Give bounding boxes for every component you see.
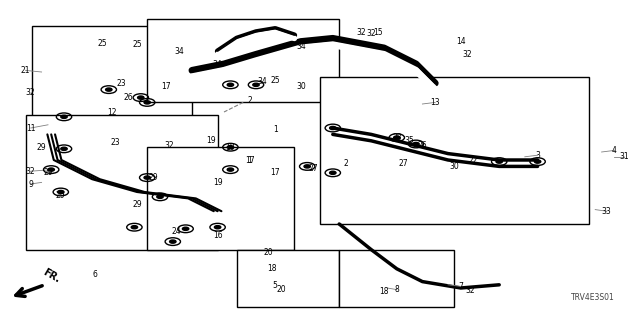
Circle shape: [182, 227, 189, 230]
Circle shape: [157, 195, 163, 198]
Text: 13: 13: [430, 98, 440, 107]
Circle shape: [131, 226, 138, 229]
Text: 20: 20: [264, 248, 274, 257]
Circle shape: [227, 168, 234, 171]
Text: 26: 26: [417, 141, 428, 150]
Circle shape: [106, 88, 112, 91]
Text: 27: 27: [398, 159, 408, 168]
Circle shape: [330, 171, 336, 174]
Text: 7: 7: [458, 282, 463, 291]
Circle shape: [496, 160, 502, 163]
Circle shape: [214, 226, 221, 229]
Circle shape: [394, 136, 400, 139]
Text: FR.: FR.: [42, 267, 62, 285]
Text: 35: 35: [404, 136, 415, 145]
Text: 1: 1: [247, 156, 252, 164]
Text: 19: 19: [206, 136, 216, 145]
Circle shape: [534, 160, 541, 163]
Bar: [339, 250, 454, 307]
Text: 14: 14: [456, 37, 466, 46]
Text: 17: 17: [244, 156, 255, 164]
Text: 34: 34: [174, 47, 184, 56]
Text: 31: 31: [619, 152, 629, 161]
Circle shape: [330, 126, 336, 130]
Text: 17: 17: [161, 82, 172, 91]
Text: 5: 5: [273, 281, 278, 290]
Text: 32: 32: [462, 50, 472, 59]
Text: 29: 29: [43, 168, 53, 177]
Text: 27: 27: [308, 164, 319, 172]
Text: 29: 29: [36, 143, 47, 152]
Text: 34: 34: [296, 42, 306, 51]
Text: 10: 10: [225, 143, 236, 152]
Circle shape: [138, 96, 144, 99]
Text: 1: 1: [273, 125, 278, 134]
Text: 20: 20: [276, 285, 287, 294]
Circle shape: [413, 142, 419, 146]
Text: 24: 24: [171, 228, 181, 236]
Text: 29: 29: [56, 191, 66, 200]
Text: 26: 26: [123, 93, 133, 102]
Text: 12: 12: [108, 108, 116, 116]
Bar: [147, 19, 339, 102]
Text: 3: 3: [535, 151, 540, 160]
Circle shape: [61, 115, 67, 118]
Circle shape: [61, 147, 67, 150]
Text: 25: 25: [132, 40, 143, 49]
Text: 23: 23: [116, 79, 127, 88]
Text: 28: 28: [392, 133, 401, 142]
Bar: [32, 26, 192, 122]
Text: 25: 25: [270, 76, 280, 84]
Text: 32: 32: [366, 29, 376, 38]
Circle shape: [227, 146, 234, 149]
Circle shape: [58, 190, 64, 194]
Circle shape: [170, 240, 176, 243]
Text: 32: 32: [164, 141, 175, 150]
Circle shape: [144, 176, 150, 179]
Circle shape: [48, 168, 54, 171]
Text: 22: 22: [469, 156, 478, 164]
Text: 32: 32: [356, 28, 367, 36]
Text: 25: 25: [97, 39, 108, 48]
Text: 30: 30: [296, 82, 306, 91]
Text: 23: 23: [110, 138, 120, 147]
Circle shape: [144, 101, 150, 104]
Text: 29: 29: [148, 173, 159, 182]
Text: 16: 16: [212, 231, 223, 240]
Text: 32: 32: [25, 88, 35, 97]
Text: TRV4E3S01: TRV4E3S01: [571, 293, 614, 302]
Text: 34: 34: [257, 77, 268, 86]
Circle shape: [253, 83, 259, 86]
Text: 8: 8: [394, 285, 399, 294]
Text: 6: 6: [92, 270, 97, 279]
Text: 34: 34: [212, 60, 223, 68]
Text: 15: 15: [372, 28, 383, 36]
Text: 18: 18: [380, 287, 388, 296]
Text: 32: 32: [25, 167, 35, 176]
Text: 30: 30: [449, 162, 460, 171]
Text: 33: 33: [602, 207, 612, 216]
Text: 32: 32: [465, 286, 476, 295]
Text: 2: 2: [343, 159, 348, 168]
Text: 2: 2: [247, 96, 252, 105]
Bar: [320, 77, 589, 224]
Circle shape: [227, 83, 234, 86]
Text: 19: 19: [212, 178, 223, 187]
Circle shape: [304, 165, 310, 168]
Bar: [237, 250, 339, 307]
Bar: [147, 147, 294, 250]
Bar: [26, 115, 218, 250]
Text: 21: 21: [21, 66, 30, 75]
Text: 4: 4: [612, 146, 617, 155]
Text: 11: 11: [26, 124, 35, 132]
Text: 9: 9: [28, 180, 33, 188]
Text: 18: 18: [268, 264, 276, 273]
Text: 17: 17: [270, 168, 280, 177]
Text: 29: 29: [132, 200, 143, 209]
